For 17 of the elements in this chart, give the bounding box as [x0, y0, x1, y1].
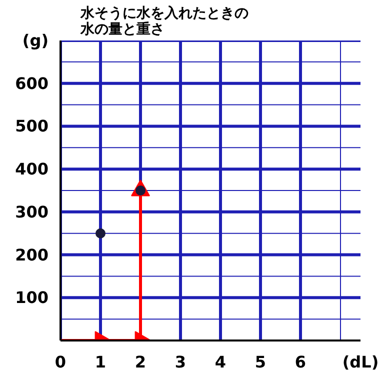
y-tick-label: 400	[15, 160, 49, 179]
x-tick-label: 0	[54, 352, 66, 372]
y-axis-title: (g)	[22, 31, 48, 50]
x-tick-label: 2	[134, 352, 146, 372]
x-tick-label: 5	[254, 352, 266, 372]
y-tick-label: 300	[15, 202, 49, 222]
x-tick-label: 4	[214, 352, 226, 372]
point	[96, 228, 106, 238]
y-tick-label: 200	[15, 245, 49, 264]
x-tick-label: 3	[174, 352, 186, 372]
x-tick-label: 6	[294, 352, 306, 372]
y-tick-label: 100	[15, 288, 49, 308]
x-tick-label: 1	[94, 352, 106, 372]
y-tick-label: 600	[15, 74, 49, 93]
y-tick-label: 500	[15, 116, 49, 136]
x-axis-title: (dL)	[342, 352, 379, 372]
chart-title: 水そうに水を入れたときの水の量と重さ	[80, 6, 248, 38]
